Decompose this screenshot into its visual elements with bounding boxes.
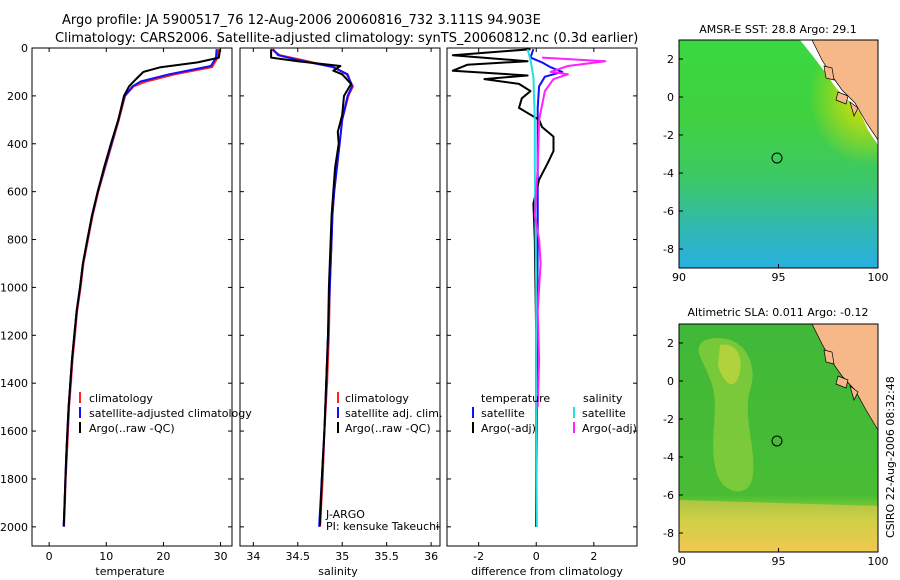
legend-label-sal-argo: Argo(-adj) (582, 422, 637, 435)
sst_map-ytick-label: 0 (667, 91, 674, 104)
timestamp-label: CSIRO 22-Aug-2006 08:32:48 (884, 376, 897, 538)
legend-label-argo: Argo(..raw -QC) (89, 422, 175, 435)
sst_map-ytick-label: 2 (667, 53, 674, 66)
sst-map-title: AMSR-E SST: 28.8 Argo: 29.1 (699, 23, 857, 36)
sla-map-field (679, 324, 878, 552)
depth-ytick-label: 600 (7, 186, 28, 199)
sst_map-xtick-label: 100 (868, 271, 889, 284)
salinity-xtick-label: 34 (246, 550, 260, 563)
temperature-xlabel: temperature (95, 565, 164, 578)
sst_map-ytick-label: -8 (663, 243, 674, 256)
legend-label-satellite: satellite adj. clim. (345, 407, 442, 420)
difference-xtick-label: 2 (590, 550, 597, 563)
depth-ytick-label: 1600 (0, 425, 28, 438)
depth-ytick-label: 1800 (0, 473, 28, 486)
sla_map-ytick-label: -6 (663, 489, 674, 502)
temperature-plot: 0 10 20 30 0 200 400 600 800 1000 1200 1400 1600 1800… (0, 42, 232, 563)
annotation-pi: PI: kensuke Takeuchi (326, 520, 439, 533)
difference-axes (446, 47, 638, 547)
legend-label-temp-satellite: satellite (481, 407, 525, 420)
difference-plot: -2 0 2 (447, 47, 637, 563)
legend-label-temp-argo: Argo(-adj) (481, 422, 536, 435)
difference-xlabel: difference from climatology (471, 565, 623, 578)
salinity-legend: climatology satellite adj. clim. Argo(..… (337, 392, 442, 435)
depth-ytick-label: 1400 (0, 377, 28, 390)
salinity-xtick-label: 35 (335, 550, 349, 563)
temperature-xtick-label: 0 (46, 550, 53, 563)
sst_map-xtick-label: 95 (772, 271, 786, 284)
difference-series-salinity-satellite (526, 48, 538, 527)
sst_map-ytick-label: -4 (663, 167, 674, 180)
sst-map-ticks: 90 95 100 2 0 -2 -4 -6 -8 (663, 53, 888, 284)
legend-label-argo: Argo(..raw -QC) (345, 422, 431, 435)
salinity-xtick-label: 34.5 (286, 550, 311, 563)
legend-label-climatology: climatology (89, 392, 153, 405)
difference-xtick-label: 0 (533, 550, 540, 563)
temperature-axes (31, 47, 233, 547)
temperature-xtick-label: 10 (99, 550, 113, 563)
sla_map-ytick-label: -8 (663, 527, 674, 540)
sla_map-ytick-label: -2 (663, 413, 674, 426)
depth-ytick-label: 200 (7, 90, 28, 103)
sla-map-ticks: 90 95 100 2 0 -2 -4 -6 -8 (663, 337, 888, 568)
salinity-xlabel: salinity (318, 565, 358, 578)
depth-ytick-label: 1000 (0, 281, 28, 294)
legend-group-salinity: salinity (583, 392, 623, 405)
sst_map-ytick-label: -6 (663, 205, 674, 218)
sla-map-title: Altimetric SLA: 0.011 Argo: -0.12 (688, 306, 869, 319)
temperature-legend: climatology satellite-adjusted climatolo… (79, 392, 252, 435)
sst_map-ytick-label: -2 (663, 129, 674, 142)
difference-series-temperature-argo-adj (451, 48, 555, 527)
temperature-xtick-label: 20 (156, 550, 170, 563)
sst-map-field (679, 40, 878, 268)
sla_map-xtick-label: 95 (772, 555, 786, 568)
sla_map-xtick-label: 90 (672, 555, 686, 568)
temperature-xtick-label: 30 (214, 550, 228, 563)
difference-legend: temperature satellite Argo(-adj) salinit… (472, 392, 637, 435)
depth-ytick-label: 0 (21, 42, 28, 55)
salinity-xtick-label: 36 (424, 550, 438, 563)
legend-label-sal-satellite: satellite (582, 407, 626, 420)
depth-ytick-label: 1200 (0, 329, 28, 342)
legend-label-climatology: climatology (345, 392, 409, 405)
sla_map-ytick-label: 2 (667, 337, 674, 350)
sla_map-ytick-label: -4 (663, 451, 674, 464)
sla_map-ytick-label: 0 (667, 375, 674, 388)
salinity-series-argo-raw-qc (270, 49, 353, 526)
sla_map-xtick-label: 100 (868, 555, 889, 568)
legend-group-temperature: temperature (481, 392, 550, 405)
figure-title-line1: Argo profile: JA 5900517_76 12-Aug-2006 … (62, 13, 541, 28)
sst_map-xtick-label: 90 (672, 271, 686, 284)
sst-argo-marker (771, 152, 783, 164)
depth-ytick-label: 800 (7, 234, 28, 247)
salinity-plot: 34 34.5 35 35.5 36 (240, 47, 440, 563)
legend-label-satellite: satellite-adjusted climatology (89, 407, 252, 420)
annotation-program: J-ARGO (325, 508, 365, 521)
depth-ytick-label: 2000 (0, 521, 28, 534)
sla-argo-marker (771, 435, 783, 447)
temperature-series-argo-raw-qc (62, 49, 221, 526)
difference-xtick-label: -2 (473, 550, 484, 563)
difference-series-salinity-argo-adj (533, 56, 607, 408)
temperature-series-satellite-adjusted-climatology (62, 49, 218, 527)
salinity-axes (239, 47, 441, 547)
figure-title-line2: Climatology: CARS2006. Satellite-adjuste… (55, 31, 638, 46)
depth-ytick-label: 400 (7, 138, 28, 151)
salinity-xtick-label: 35.5 (374, 550, 399, 563)
temperature-series-climatology (63, 49, 220, 527)
